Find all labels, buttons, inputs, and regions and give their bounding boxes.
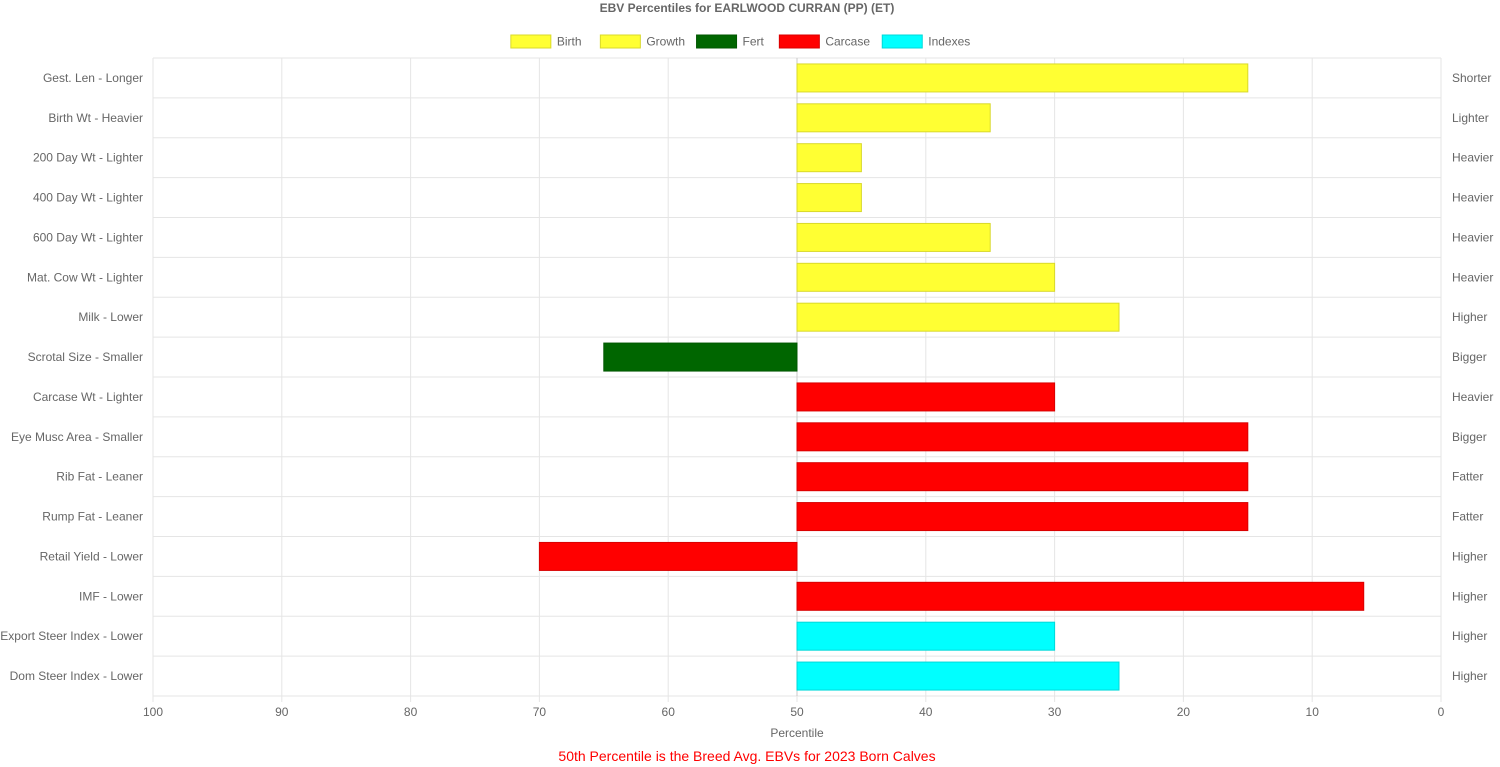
bar-5[interactable] [796,222,991,252]
bar-1[interactable] [796,63,1249,93]
x-tick-label: 90 [275,705,289,719]
legend: Birth Growth Fert Carcase Indexes [510,34,970,49]
left-label: 600 Day Wt - Lighter [33,230,143,244]
legend-label-growth[interactable]: Growth [646,35,685,49]
left-label: Gest. Len - Longer [43,71,143,85]
left-label: IMF - Lower [79,589,143,603]
right-label: Bigger [1452,350,1487,364]
x-tick-label: 30 [1048,705,1062,719]
bar-8[interactable] [603,342,798,372]
left-label: Export Steer Index - Lower [0,629,143,643]
right-label: Higher [1452,549,1487,563]
legend-label-indexes[interactable]: Indexes [928,35,970,49]
left-label: Dom Steer Index - Lower [10,669,143,683]
bar-7[interactable] [796,302,1120,332]
bar-11[interactable] [796,462,1249,492]
left-label: Rib Fat - Leaner [56,470,143,484]
right-label: Higher [1452,310,1487,324]
legend-swatch-growth[interactable] [599,34,641,49]
legend-swatch-fert[interactable] [696,34,738,49]
x-tick-label: 100 [143,705,163,719]
right-label: Lighter [1452,111,1489,125]
legend-swatch-birth[interactable] [510,34,552,49]
left-label: 200 Day Wt - Lighter [33,151,143,165]
bar-10[interactable] [796,422,1249,452]
left-label: Carcase Wt - Lighter [33,390,143,404]
bar-12[interactable] [796,502,1249,532]
legend-label-birth[interactable]: Birth [557,35,582,49]
x-tick-label: 70 [533,705,547,719]
bars [538,63,1365,691]
bar-3[interactable] [796,143,862,173]
right-label: Heavier [1452,390,1493,404]
bar-16[interactable] [796,661,1120,691]
left-label: Rump Fat - Leaner [42,510,143,524]
bar-15[interactable] [796,621,1056,651]
x-tick-label: 20 [1177,705,1191,719]
x-axis-title: Percentile [770,726,824,740]
right-label: Bigger [1452,430,1487,444]
right-label: Higher [1452,589,1487,603]
x-axis-ticks: 100 90 80 70 60 50 40 30 20 10 0 [143,705,1445,719]
left-label: Eye Musc Area - Smaller [11,430,143,444]
bar-6[interactable] [796,262,1056,292]
bar-9[interactable] [796,382,1056,412]
left-label: Mat. Cow Wt - Lighter [27,270,143,284]
right-label: Heavier [1452,230,1493,244]
x-tick-label: 0 [1438,705,1445,719]
right-label: Fatter [1452,510,1483,524]
bar-4[interactable] [796,183,862,213]
left-label: Scrotal Size - Smaller [28,350,143,364]
x-tick-label: 80 [404,705,418,719]
right-label: Higher [1452,669,1487,683]
left-label: Retail Yield - Lower [40,549,143,563]
footnote: 50th Percentile is the Breed Avg. EBVs f… [558,748,935,764]
x-tick-label: 40 [919,705,933,719]
right-label: Heavier [1452,151,1493,165]
right-label: Higher [1452,629,1487,643]
bar-13[interactable] [538,541,798,571]
right-label: Fatter [1452,470,1483,484]
chart-title: EBV Percentiles for EARLWOOD CURRAN (PP)… [600,1,895,15]
left-label: Birth Wt - Heavier [48,111,143,125]
bar-14[interactable] [796,581,1365,611]
legend-label-carcase[interactable]: Carcase [825,35,870,49]
right-category-labels: Shorter Lighter Heavier Heavier Heavier Heavi… [1452,71,1493,683]
x-tick-label: 50 [790,705,804,719]
right-label: Heavier [1452,270,1493,284]
x-tick-label: 10 [1306,705,1320,719]
bar-2[interactable] [796,103,991,133]
left-category-labels: Gest. Len - Longer Birth Wt - Heavier 200 … [0,71,143,683]
right-label: Shorter [1452,71,1491,85]
left-label: Milk - Lower [78,310,143,324]
legend-swatch-indexes[interactable] [881,34,923,49]
right-label: Heavier [1452,191,1493,205]
x-tick-label: 60 [662,705,676,719]
left-label: 400 Day Wt - Lighter [33,191,143,205]
legend-label-fert[interactable]: Fert [743,35,765,49]
legend-swatch-carcase[interactable] [778,34,820,49]
